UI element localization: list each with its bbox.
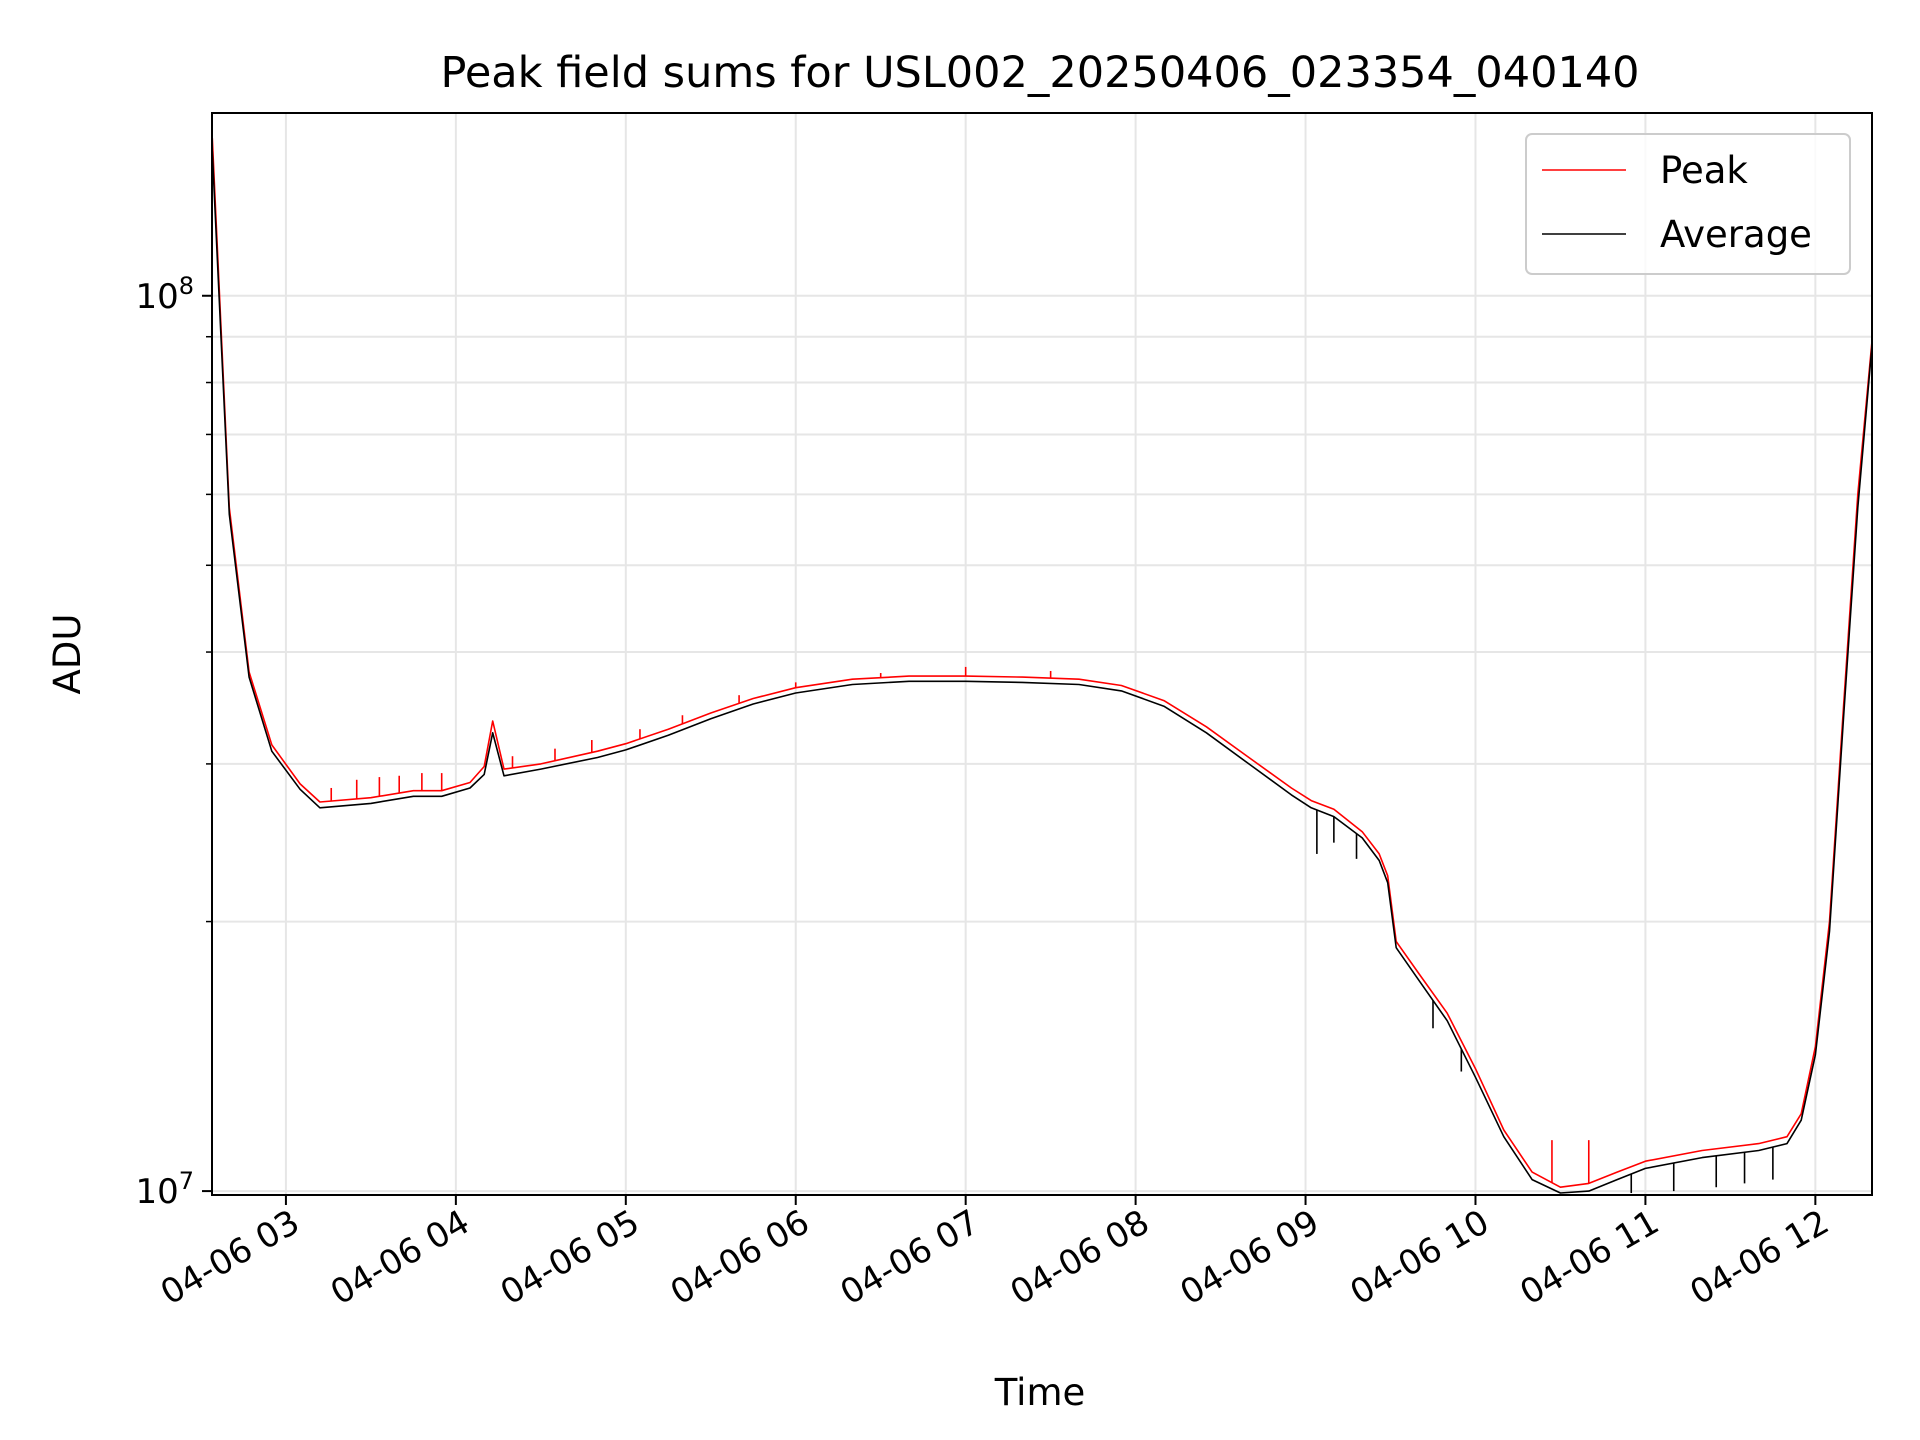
x-axis-label: Time <box>994 1371 1086 1414</box>
chart-title: Peak field sums for USL002_20250406_0233… <box>440 48 1639 98</box>
plot-frame <box>211 112 1873 1196</box>
legend-label-average: Average <box>1660 213 1812 256</box>
plot-area <box>212 138 1872 1194</box>
series-line-peak <box>212 138 1872 1188</box>
legend: Peak Average <box>1525 133 1851 275</box>
series-line-average <box>212 151 1872 1194</box>
y-axis-ticks: 107 108 <box>135 272 212 1212</box>
y-tick-label: 107 <box>135 1167 194 1212</box>
series-layer <box>212 138 1872 1194</box>
y-axis-label: ADU <box>46 614 89 695</box>
y-tick-label: 108 <box>135 272 194 317</box>
legend-box <box>1525 133 1851 275</box>
grid-lines <box>212 113 1872 1195</box>
legend-label-peak: Peak <box>1660 149 1748 192</box>
